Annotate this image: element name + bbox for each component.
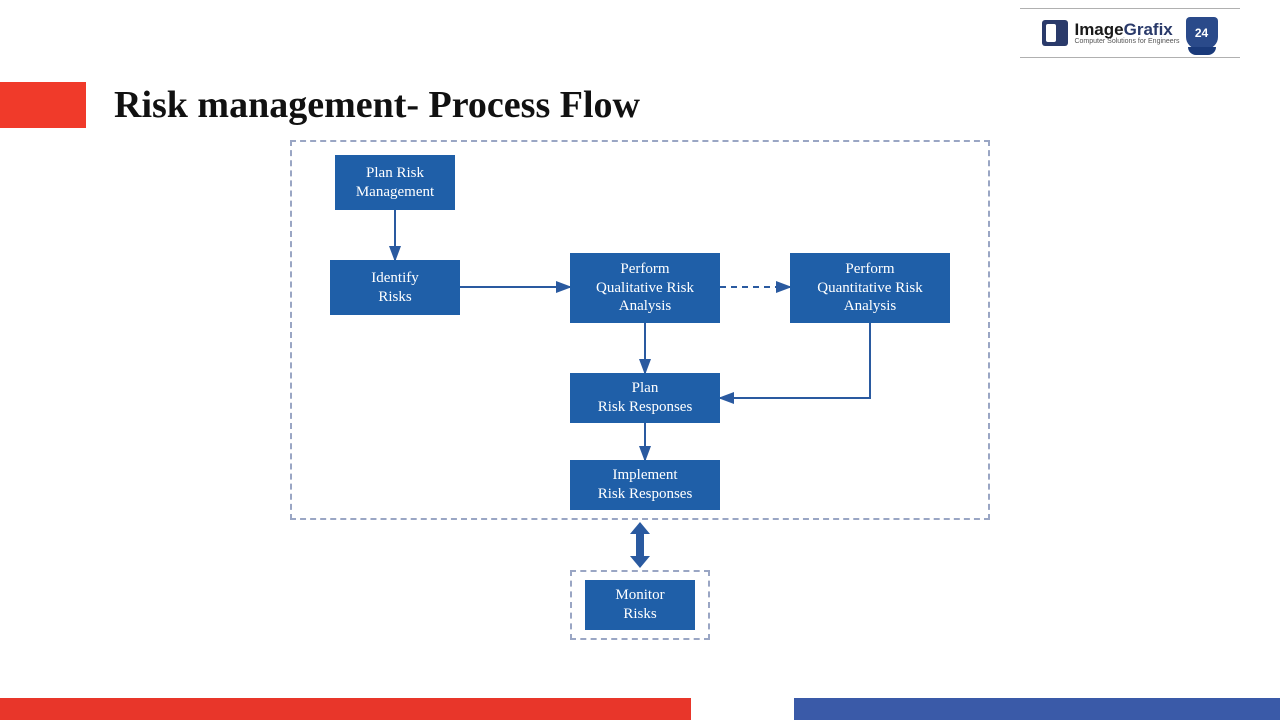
anniversary-badge: 24 <box>1186 17 1218 49</box>
logo-brand-a: Image <box>1074 20 1123 39</box>
flow-node-plan-mgmt: Plan Risk Management <box>335 155 455 210</box>
logo-brand-b: Grafix <box>1124 20 1173 39</box>
flow-node-identify: Identify Risks <box>330 260 460 315</box>
flow-node-quantitative: Perform Quantitative Risk Analysis <box>790 253 950 323</box>
flow-node-implement: Implement Risk Responses <box>570 460 720 510</box>
brand-logo: ImageGrafix Computer Solutions for Engin… <box>1020 8 1240 58</box>
flow-node-qualitative: Perform Qualitative Risk Analysis <box>570 253 720 323</box>
double-arrow-icon <box>630 522 650 568</box>
flow-edge-quantitative-plan-resp <box>720 323 870 398</box>
footer-accent <box>0 698 1280 720</box>
logo-icon <box>1042 20 1068 46</box>
footer-blue-bar <box>794 698 1280 720</box>
flow-node-plan-resp: Plan Risk Responses <box>570 373 720 423</box>
page-title: Risk management- Process Flow <box>114 83 640 127</box>
footer-gap <box>691 698 793 720</box>
footer-red-bar <box>0 698 691 720</box>
flow-node-monitor: Monitor Risks <box>585 580 695 630</box>
logo-text: ImageGrafix Computer Solutions for Engin… <box>1074 21 1179 45</box>
title-row: Risk management- Process Flow <box>0 82 640 128</box>
title-accent-block <box>0 82 86 128</box>
process-flow-diagram: Plan Risk Management Identify Risks Perfor… <box>290 140 1010 660</box>
logo-tagline: Computer Solutions for Engineers <box>1074 38 1179 45</box>
